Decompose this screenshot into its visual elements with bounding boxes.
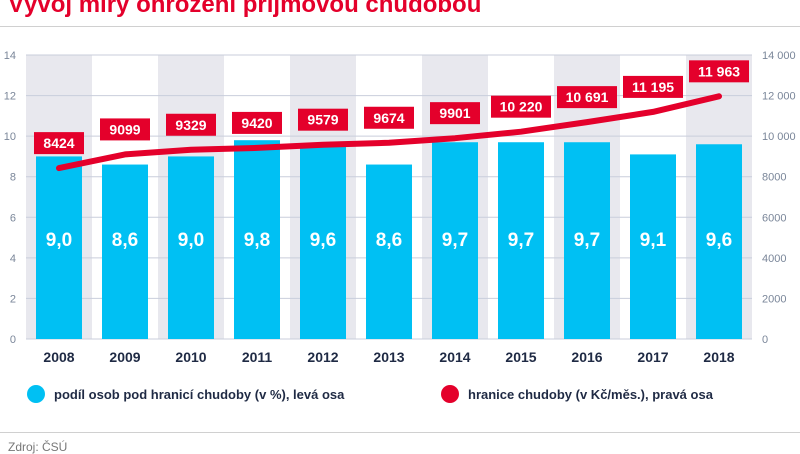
line-value-labels: 8424 9099 9329 9420 9579 9674 9901 10 220 10 691… [34,60,749,155]
line-path [56,93,722,172]
line-value-label: 9420 [241,115,272,131]
x-axis-tick: 2008 [43,349,74,365]
bar [102,164,148,339]
bar [498,142,544,339]
top-divider [0,26,800,27]
line-label-box [364,106,414,129]
line-label-box [491,95,551,118]
bar-value-label: 8,6 [112,230,138,251]
bar [366,164,412,339]
combo-chart: 9,0 8,6 9,0 9,8 9,6 8,6 9,7 9,7 9,7 9,1 9,6 8424 90… [4,50,796,365]
line-value-label: 10 691 [566,89,609,105]
bar-value-label: 9,8 [244,230,270,251]
left-axis-tick: 12 [4,91,16,103]
right-axis-tick: 2000 [762,293,786,305]
right-axis-tick: 4000 [762,253,786,265]
x-axis-tick: 2011 [242,349,273,365]
bar-value-label: 9,1 [640,230,667,251]
bar-value-label: 9,7 [574,230,600,251]
axes: 0 2 4 6 8 10 12 14 0 2000 4000 6000 8000 10 000 12 000… [4,50,796,365]
x-axis-tick: 2009 [109,349,140,365]
line-value-label: 8424 [43,135,74,151]
x-axis-tick: 2018 [703,349,734,365]
line-value-label: 9901 [439,105,470,121]
bar [300,144,346,339]
bar-value-label: 9,0 [46,230,72,251]
line-label-box [557,86,617,109]
left-axis-tick: 10 [4,131,16,143]
bar-value-label: 9,7 [508,230,534,251]
left-axis-tick: 0 [10,334,16,346]
x-axis-tick: 2012 [307,349,338,365]
bar-value-label: 8,6 [376,230,402,251]
line-label-box [166,113,216,136]
left-axis-tick: 8 [10,172,16,184]
left-axis-tick: 6 [10,212,16,224]
line-label-box [298,108,348,131]
bar-value-label: 9,6 [706,230,732,251]
x-axis-tick: 2015 [505,349,536,365]
right-axis-tick: 10 000 [762,131,796,143]
left-axis-tick: 2 [10,293,16,305]
line-value-label: 9579 [307,112,338,128]
legend-swatch-bars [27,385,45,403]
line-label-box [232,111,282,134]
x-axis-tick: 2013 [373,349,404,365]
line-label-box [100,118,150,141]
bar-series: 9,0 8,6 9,0 9,8 9,6 8,6 9,7 9,7 9,7 9,1 9,6 [36,140,742,339]
line-label-box [34,132,84,155]
chart-title: Vývoj míry ohrožení příjmovou chudobou [8,0,482,18]
right-axis-tick: 8000 [762,172,786,184]
bottom-divider [0,432,800,433]
legend-item-line: hranice chudoby (v Kč/měs.), pravá osa [441,385,713,403]
x-axis-tick: 2010 [175,349,206,365]
legend-swatch-line [441,385,459,403]
bar [696,144,742,339]
line-value-label: 11 963 [698,63,740,79]
line-value-label: 9329 [175,117,206,133]
legend-item-bars: podíl osob pod hranicí chudoby (v %), le… [27,385,344,403]
line-value-label: 9674 [373,110,404,126]
line-label-box [689,60,749,83]
left-axis-tick: 14 [4,50,16,62]
bar [432,142,478,339]
bar-value-label: 9,7 [442,230,468,251]
right-axis-tick: 14 000 [762,50,796,62]
line-value-label: 10 220 [500,99,543,115]
bar [630,154,676,339]
right-axis-tick: 6000 [762,212,786,224]
line-series [56,93,722,172]
bar-value-label: 9,0 [178,230,204,251]
line-value-label: 9099 [109,121,140,137]
line-label-box [430,102,480,125]
legend-label-line: hranice chudoby (v Kč/měs.), pravá osa [468,386,713,402]
line-label-box [623,75,683,98]
bar-value-label: 9,6 [310,230,336,251]
x-axis-tick: 2014 [439,349,470,365]
left-axis-tick: 4 [10,253,16,265]
right-axis-tick: 0 [762,334,768,346]
line-value-label: 11 195 [632,79,674,95]
x-axis-tick: 2017 [637,349,668,365]
x-axis-tick: 2016 [571,349,602,365]
legend-label-bars: podíl osob pod hranicí chudoby (v %), le… [54,386,345,402]
source-note: Zdroj: ČSÚ [8,440,68,454]
bar [36,156,82,339]
bar [168,156,214,339]
bar [234,140,280,339]
right-axis-tick: 12 000 [762,91,796,103]
bar [564,142,610,339]
